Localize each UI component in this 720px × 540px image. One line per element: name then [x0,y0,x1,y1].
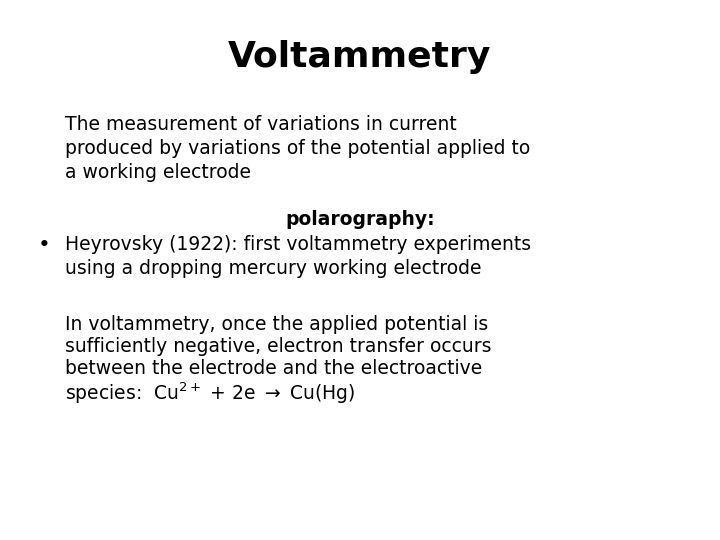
Text: Heyrovsky (1922): first voltammetry experiments
using a dropping mercury working: Heyrovsky (1922): first voltammetry expe… [65,235,531,278]
Text: between the electrode and the electroactive: between the electrode and the electroact… [65,359,482,378]
Text: species:  Cu$^{2+}$ + 2e $\rightarrow$ Cu(Hg): species: Cu$^{2+}$ + 2e $\rightarrow$ Cu… [65,381,356,407]
Text: polarography:: polarography: [285,210,435,229]
Text: sufficiently negative, electron transfer occurs: sufficiently negative, electron transfer… [65,337,492,356]
Text: The measurement of variations in current
produced by variations of the potential: The measurement of variations in current… [65,115,530,183]
Text: Voltammetry: Voltammetry [228,40,492,74]
Text: •: • [38,235,50,255]
Text: In voltammetry, once the applied potential is: In voltammetry, once the applied potenti… [65,315,488,334]
